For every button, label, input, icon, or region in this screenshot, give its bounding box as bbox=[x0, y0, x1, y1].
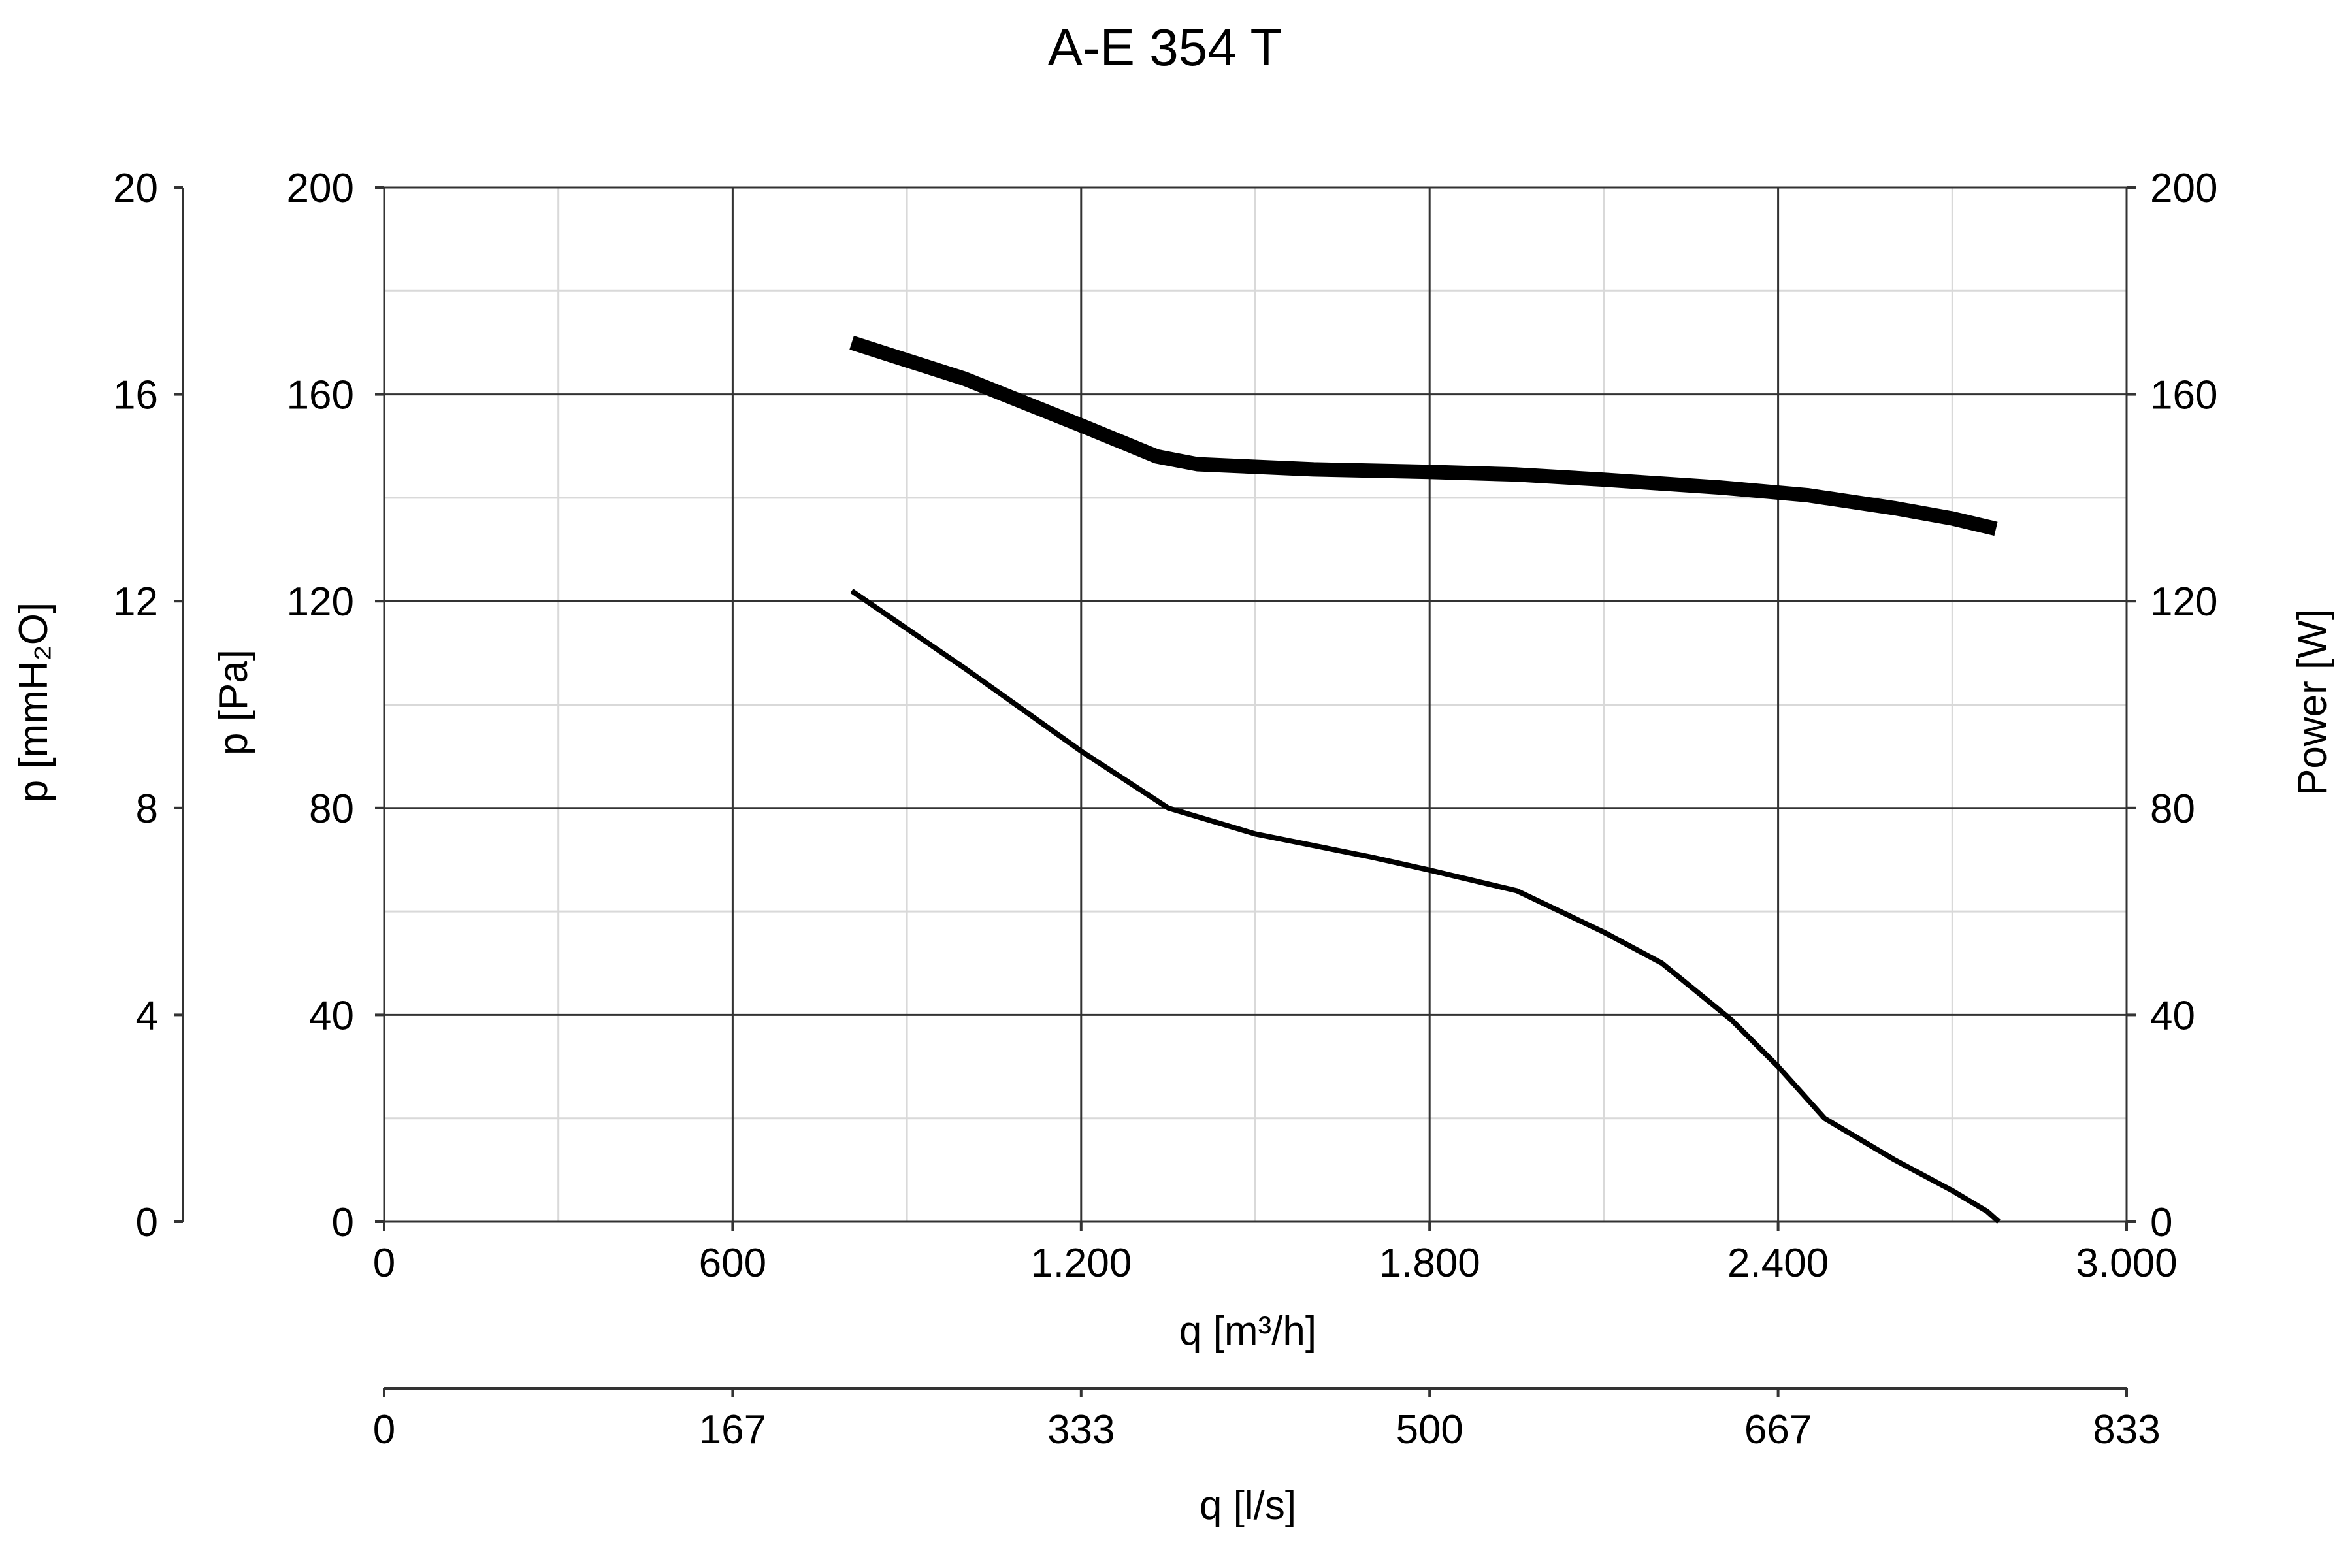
y-left-tick-label: 200 bbox=[287, 166, 354, 211]
x-tick-label: 3.000 bbox=[2076, 1241, 2177, 1286]
power-curve-line bbox=[849, 336, 1998, 536]
pressure-curve-line bbox=[850, 589, 2001, 1224]
y-right-tick-label: 200 bbox=[2150, 166, 2217, 211]
chart-title: A-E 354 T bbox=[1048, 18, 1282, 76]
x2-tick-label: 0 bbox=[373, 1407, 395, 1452]
y-left-outer-tick-label: 20 bbox=[113, 166, 158, 211]
y-left-tick-label: 40 bbox=[309, 993, 354, 1038]
y-left-outer-tick-label: 12 bbox=[113, 580, 158, 625]
y-left-outer-axis-label: p [mmH₂O] bbox=[11, 602, 56, 803]
y-left-tick-label: 0 bbox=[332, 1200, 354, 1245]
y-right-tick-label: 0 bbox=[2150, 1200, 2172, 1245]
x-tick-label: 600 bbox=[699, 1241, 766, 1286]
y-left-outer-tick-label: 8 bbox=[136, 787, 158, 832]
x-tick-label: 1.800 bbox=[1379, 1241, 1480, 1286]
x-axis-label: q [m³/h] bbox=[1179, 1309, 1316, 1354]
data-series bbox=[849, 336, 2001, 1224]
minor-gridlines bbox=[384, 188, 2127, 1222]
y-left-tick-label: 120 bbox=[287, 580, 354, 625]
y-right-tick-label: 160 bbox=[2150, 373, 2217, 418]
x2-tick-label: 333 bbox=[1047, 1407, 1115, 1452]
y-left-tick-label: 80 bbox=[309, 787, 354, 832]
x-tick-label: 2.400 bbox=[1727, 1241, 1829, 1286]
y-right-axis-label: Power [W] bbox=[2290, 609, 2335, 796]
y-right-tick-label: 120 bbox=[2150, 580, 2217, 625]
y-left-tick-label: 160 bbox=[287, 373, 354, 418]
x2-axis-label: q [l/s] bbox=[1200, 1483, 1296, 1528]
y-right-tick-label: 40 bbox=[2150, 993, 2195, 1038]
x2-tick-label: 833 bbox=[2093, 1407, 2160, 1452]
x2-tick-label: 500 bbox=[1396, 1407, 1463, 1452]
x-tick-label: 0 bbox=[373, 1241, 395, 1286]
axes bbox=[174, 186, 2136, 1397]
y-left-outer-tick-label: 16 bbox=[113, 373, 158, 418]
y-left-outer-tick-label: 0 bbox=[136, 1200, 158, 1245]
x-tick-label: 1.200 bbox=[1030, 1241, 1132, 1286]
x2-tick-label: 667 bbox=[1744, 1407, 1812, 1452]
major-gridlines bbox=[383, 186, 2128, 1223]
y-left-outer-tick-label: 4 bbox=[136, 993, 158, 1038]
y-left-axis-label: p [Pa] bbox=[211, 649, 256, 755]
x2-tick-label: 167 bbox=[699, 1407, 766, 1452]
y-right-tick-label: 80 bbox=[2150, 787, 2195, 832]
